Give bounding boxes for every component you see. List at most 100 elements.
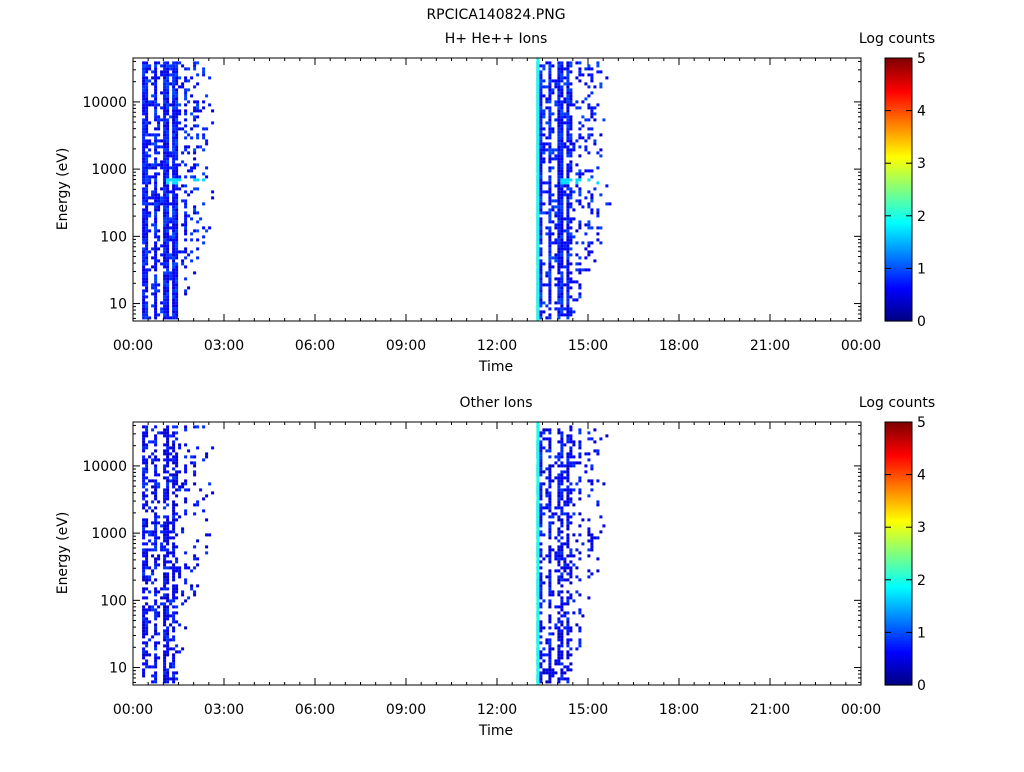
- spectrogram-cell: [154, 310, 158, 314]
- spectrogram-cell: [593, 106, 597, 110]
- spectrogram-cell: [184, 199, 188, 203]
- spectrogram-cell: [160, 196, 164, 200]
- spectrogram-cell: [193, 545, 197, 549]
- spectrogram-cell: [572, 235, 576, 239]
- spectrogram-cell: [566, 304, 570, 308]
- spectrogram-cell: [154, 557, 158, 561]
- colorbar-segment: [885, 138, 912, 142]
- spectrogram-cell: [566, 286, 570, 290]
- spectrogram-cell: [142, 163, 146, 167]
- spectrogram-cell: [548, 265, 552, 269]
- spectrogram-cell: [548, 503, 552, 507]
- spectrogram-cell: [157, 563, 161, 567]
- spectrogram-cell: [184, 91, 188, 95]
- spectrogram-cell: [578, 512, 582, 516]
- spectrogram-cell: [560, 211, 564, 215]
- spectrogram-cell: [548, 668, 552, 672]
- spectrogram-cell: [539, 461, 543, 465]
- spectrogram-cell: [587, 575, 591, 579]
- spectrogram-cell: [563, 67, 567, 71]
- spectrogram-cell: [172, 548, 176, 552]
- spectrogram-cell: [548, 662, 552, 666]
- spectrogram-cell: [545, 653, 549, 657]
- spectrogram-cell: [560, 431, 564, 435]
- spectrogram-cell: [175, 73, 179, 77]
- spectrogram-cell: [557, 109, 561, 113]
- spectrogram-cell: [569, 271, 573, 275]
- spectrogram-cell: [539, 488, 543, 492]
- spectrogram-cell: [142, 316, 146, 320]
- spectrogram-cell: [566, 476, 570, 480]
- spectrogram-cell: [566, 434, 570, 438]
- spectrogram-cell: [142, 70, 146, 74]
- spectrogram-cell: [584, 232, 588, 236]
- spectrogram-cell: [142, 605, 146, 609]
- spectrogram-cell: [578, 452, 582, 456]
- spectrogram-cell: [142, 127, 146, 131]
- spectrogram-cell: [563, 97, 567, 101]
- spectrogram-cell: [148, 121, 152, 125]
- spectrogram-cell: [560, 175, 564, 179]
- spectrogram-cell: [557, 638, 561, 642]
- colorbar-segment: [885, 571, 912, 575]
- spectrogram-cell: [545, 671, 549, 675]
- colorbar-segment: [885, 147, 912, 150]
- spectrogram-cell: [145, 524, 149, 528]
- colorbar-segment: [885, 62, 912, 65]
- spectrogram-cell: [539, 91, 543, 95]
- spectrogram-cell: [157, 500, 161, 504]
- spectrogram-cell: [172, 211, 176, 215]
- spectrogram-cell: [175, 187, 179, 191]
- spectrogram-cell: [548, 593, 552, 597]
- colorbar-segment: [885, 468, 912, 472]
- spectrogram-cell: [163, 497, 167, 501]
- spectrogram-cell: [539, 151, 543, 155]
- spectrogram-cell: [566, 154, 570, 158]
- spectrogram-cell: [175, 677, 179, 681]
- spectrogram-cell: [163, 638, 167, 642]
- spectrogram-cell: [151, 680, 155, 684]
- spectrogram-cell: [166, 614, 170, 618]
- spectrogram-cell: [575, 76, 579, 80]
- spectrogram-cell: [193, 455, 197, 459]
- spectrogram-cell: [587, 530, 591, 534]
- spectrogram-cell: [205, 142, 209, 146]
- colorbar-segment: [885, 628, 912, 631]
- spectrogram-cell: [181, 223, 185, 227]
- spectrogram-cell: [193, 115, 197, 119]
- spectrogram-cell: [175, 106, 179, 110]
- spectrogram-cell: [205, 94, 209, 98]
- spectrogram-cell: [548, 235, 552, 239]
- spectrogram-cell: [557, 289, 561, 293]
- spectrogram-cell: [145, 76, 149, 80]
- spectrogram-cell: [569, 91, 573, 95]
- colorbar-segment: [885, 175, 912, 178]
- spectrogram-cell: [166, 503, 170, 507]
- spectrogram-cell: [566, 181, 570, 185]
- spectrogram-cell: [560, 148, 564, 152]
- spectrogram-cell: [166, 79, 170, 83]
- spectrogram-cell: [554, 476, 558, 480]
- spectrogram-cell: [172, 202, 176, 206]
- spectrogram-cell: [539, 626, 543, 630]
- colorbar-segment: [885, 290, 912, 294]
- colorbar-segment: [885, 529, 912, 532]
- spectrogram-cell: [557, 73, 561, 77]
- spectrogram-cell: [157, 127, 161, 131]
- spectrogram-cell: [560, 136, 564, 140]
- spectrogram-cell: [148, 103, 152, 107]
- spectrogram-cell: [142, 94, 146, 98]
- spectrogram-cell: [196, 82, 200, 86]
- spectrogram-cell: [566, 277, 570, 281]
- spectrogram-cell: [142, 226, 146, 230]
- spectrogram-cell: [166, 313, 170, 317]
- spectrogram-cell: [560, 286, 564, 290]
- spectrogram-cell: [590, 73, 594, 77]
- spectrogram-cell: [566, 202, 570, 206]
- spectrogram-cell: [193, 482, 197, 486]
- spectrogram-cell: [163, 244, 167, 248]
- spectrogram-cell: [557, 620, 561, 624]
- spectrogram-cell: [548, 313, 552, 317]
- spectrogram-cell: [578, 283, 582, 287]
